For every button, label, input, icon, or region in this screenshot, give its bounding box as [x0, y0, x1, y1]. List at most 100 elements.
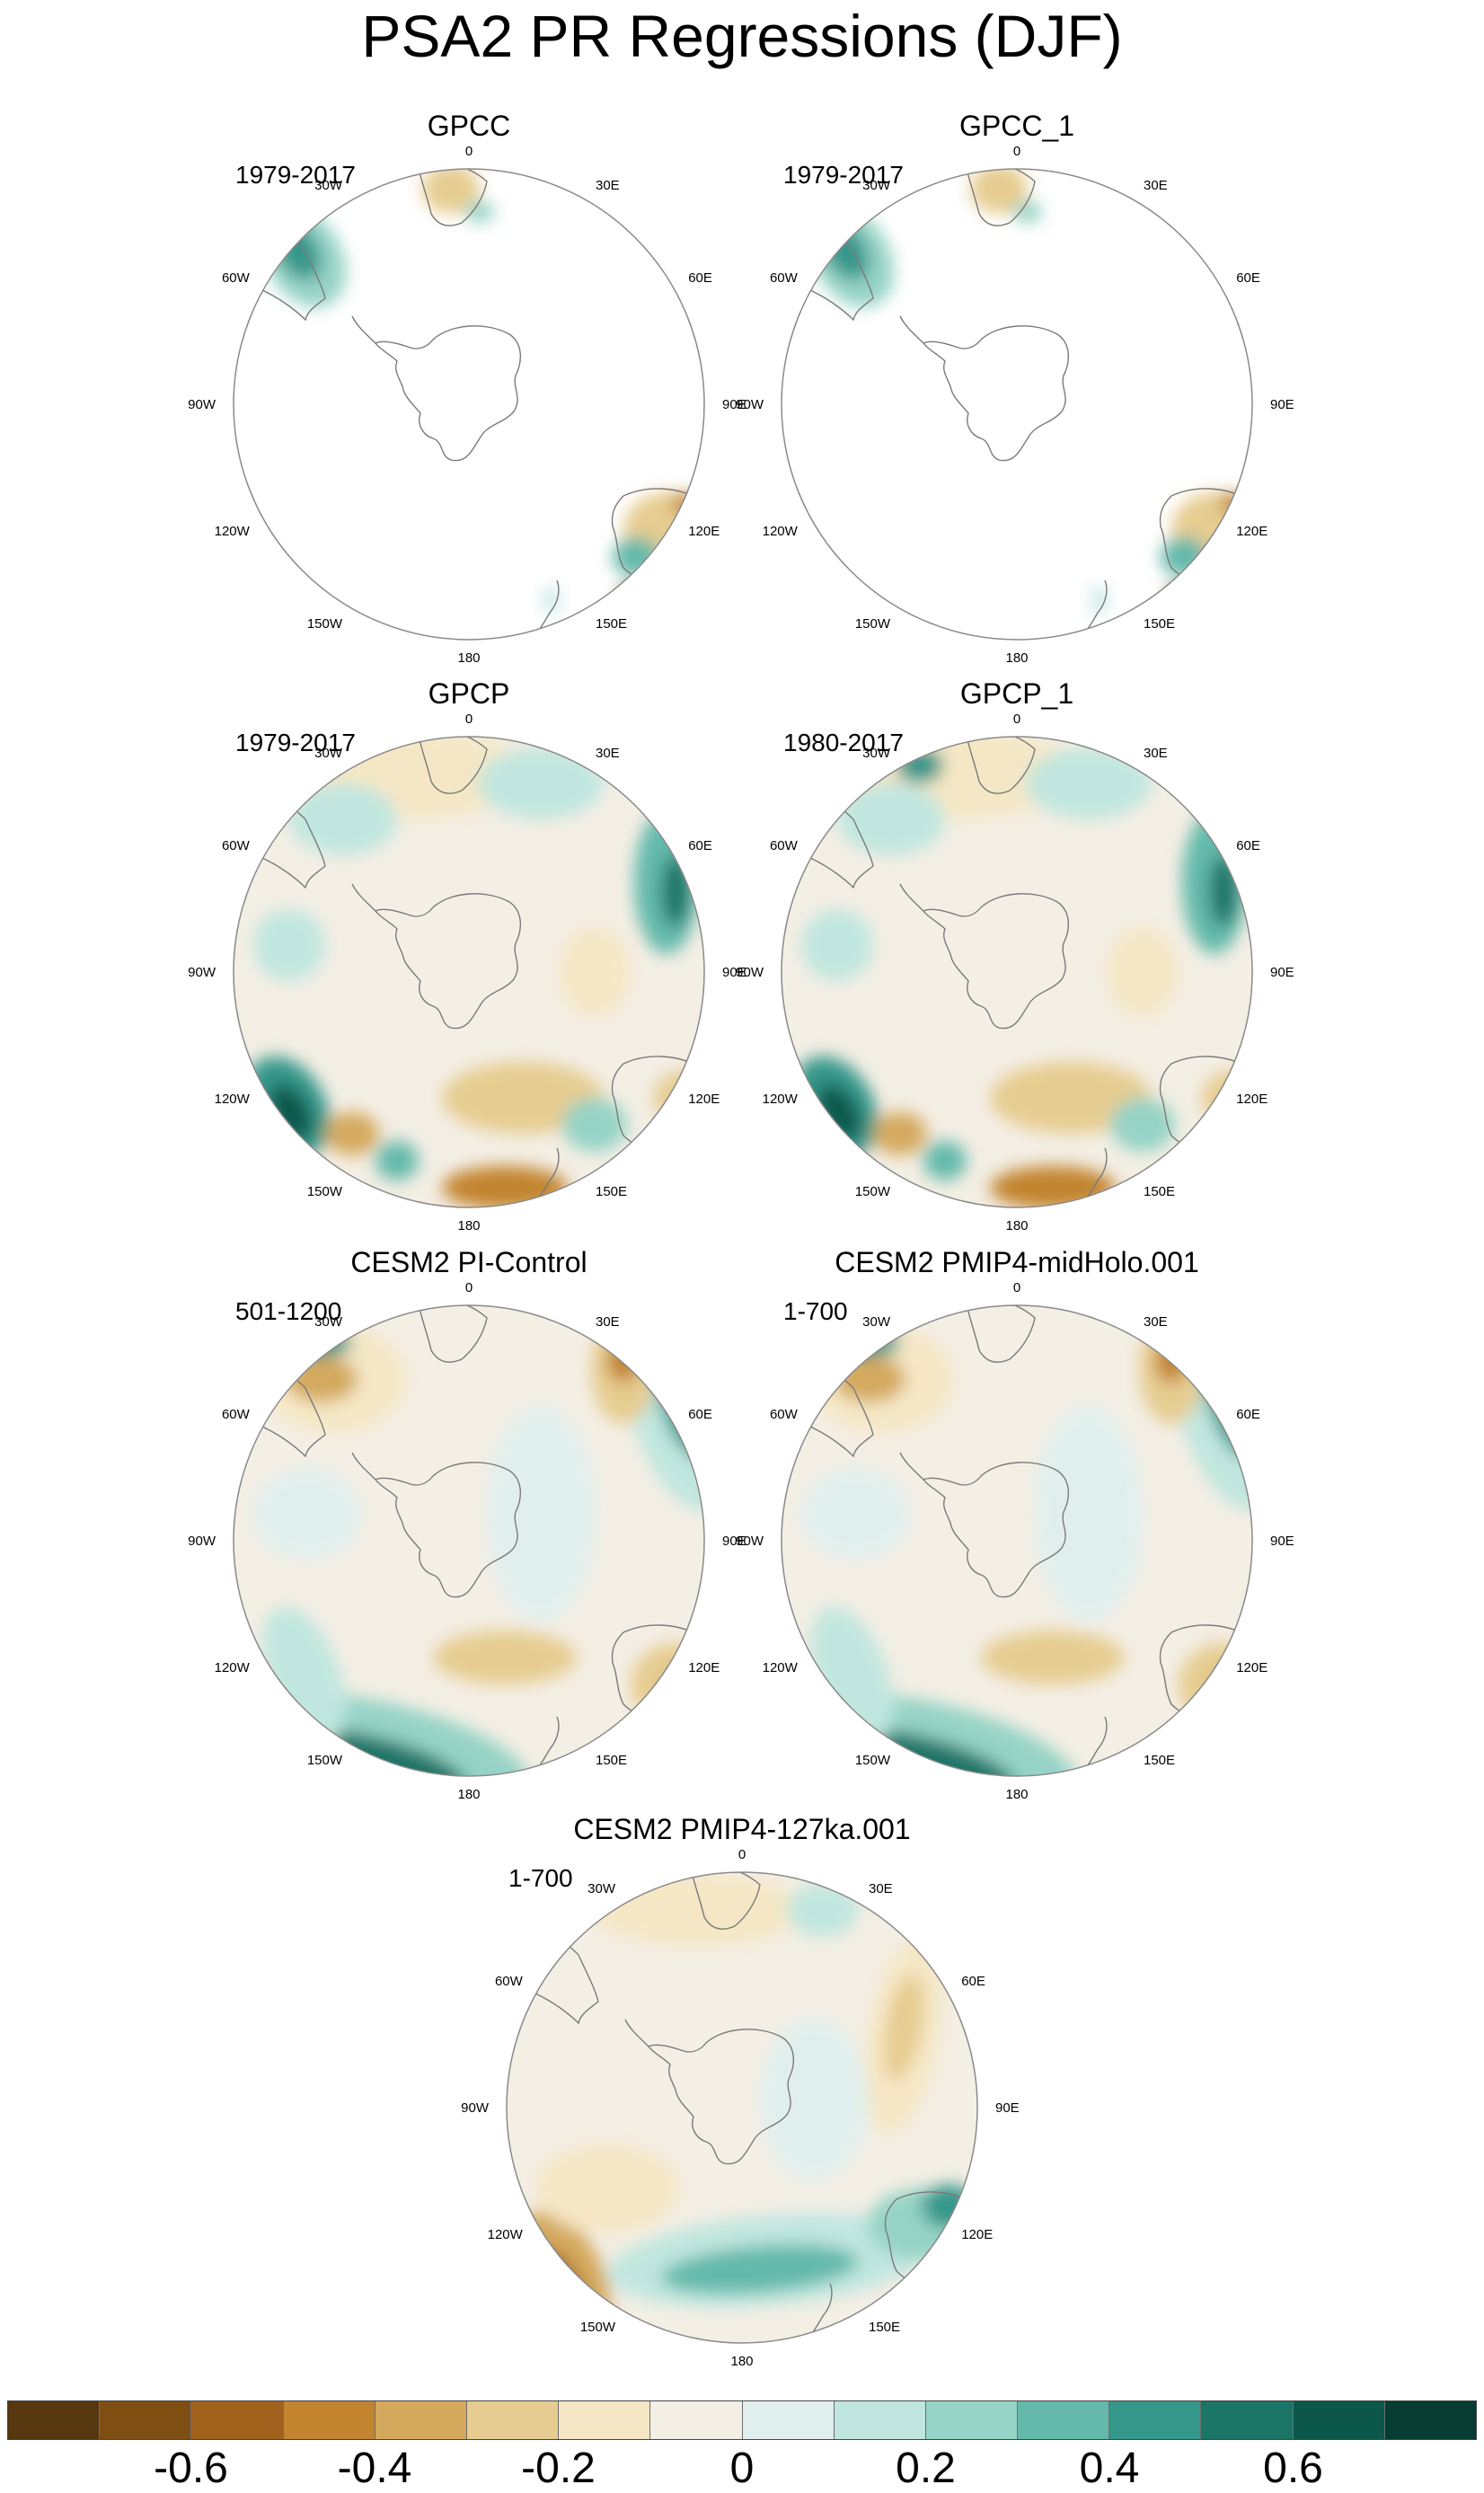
longitude-label: 30E — [1144, 746, 1168, 761]
longitude-label: 120W — [488, 2227, 524, 2242]
longitude-label: 90W — [736, 965, 764, 980]
map-panel: CESM2 PMIP4-127ka.001 1-700 0 30E 60E 90E 120E… — [401, 1811, 1083, 2386]
longitude-label: 60E — [961, 1974, 985, 1989]
longitude-label: 180 — [457, 1218, 480, 1233]
longitude-label: 0 — [738, 1847, 746, 1862]
longitude-label: 150E — [1144, 616, 1175, 632]
longitude-label: 120W — [763, 1660, 799, 1675]
longitude-label: 30E — [596, 746, 620, 761]
longitude-label: 60E — [1236, 270, 1260, 286]
panel-period: 1979-2017 — [235, 161, 356, 189]
colorbar-box — [1384, 2401, 1476, 2439]
panel-period: 1-700 — [783, 1297, 848, 1325]
longitude-label: 30E — [596, 178, 620, 193]
longitude-label: 150W — [580, 2320, 616, 2335]
colorbar-tick-label: 0.2 — [896, 2444, 956, 2492]
map-border — [233, 736, 705, 1208]
colorbar-box — [191, 2401, 284, 2439]
longitude-label: 30W — [314, 178, 343, 193]
polar-map: 0 30E 60E 90E 120E 150E 180 150W 120W 90W 60W 30W — [188, 712, 746, 1233]
colorbar-box — [742, 2401, 835, 2439]
longitude-label: 150W — [855, 1184, 891, 1199]
longitude-label: 180 — [1005, 650, 1028, 666]
colorbar-box — [466, 2401, 560, 2439]
polar-map: 0 30E 60E 90E 120E 150E 180 150W 120W 90W 60W 30W — [736, 144, 1294, 666]
longitude-label: 90E — [1270, 965, 1294, 980]
panel-period: 501-1200 — [235, 1297, 342, 1325]
colorbar-tick-label: -0.4 — [337, 2444, 412, 2492]
longitude-label: 30E — [869, 1881, 893, 1896]
panel-period: 1980-2017 — [783, 729, 904, 756]
map-border — [781, 1304, 1253, 1777]
longitude-label: 0 — [1013, 712, 1020, 727]
longitude-label: 60E — [688, 838, 712, 853]
longitude-label: 120W — [763, 1092, 799, 1107]
longitude-label: 0 — [1013, 1280, 1020, 1295]
colorbar-box — [1201, 2401, 1294, 2439]
longitude-label: 30W — [587, 1881, 616, 1896]
longitude-label: 0 — [465, 144, 473, 159]
panel-period: 1979-2017 — [783, 161, 904, 189]
colorbar-box — [650, 2401, 743, 2439]
panel-title: GPCP — [428, 677, 510, 710]
longitude-label: 60E — [688, 270, 712, 286]
longitude-label: 120W — [215, 1092, 251, 1107]
colorbar-box — [375, 2401, 467, 2439]
longitude-label: 150E — [869, 2320, 900, 2335]
colorbar-box — [1293, 2401, 1385, 2439]
polar-map: 0 30E 60E 90E 120E 150E 180 150W 120W 90W 60W 30W — [736, 1280, 1294, 1802]
longitude-label: 30W — [862, 178, 891, 193]
colorbar-tick-label: 0 — [729, 2444, 755, 2492]
longitude-label: 120E — [1236, 1092, 1268, 1107]
longitude-label: 30W — [862, 1314, 891, 1330]
panel-period: 1979-2017 — [235, 729, 356, 756]
colorbar-box — [1018, 2401, 1110, 2439]
longitude-label: 90E — [1270, 1534, 1294, 1549]
longitude-label: 120W — [215, 1660, 251, 1675]
panel-title: GPCC — [427, 110, 511, 142]
longitude-label: 90W — [188, 965, 216, 980]
longitude-label: 90W — [461, 2100, 490, 2116]
polar-map: 0 30E 60E 90E 120E 150E 180 150W 120W 90W 60W 30W — [736, 712, 1294, 1233]
colorbar-box — [100, 2401, 192, 2439]
longitude-label: 150W — [855, 1753, 891, 1768]
longitude-label: 120E — [688, 524, 720, 539]
polar-map: 0 30E 60E 90E 120E 150E 180 150W 120W 90W 60W 30W — [188, 1280, 746, 1802]
longitude-label: 180 — [1005, 1787, 1028, 1802]
panel-period: 1-700 — [508, 1864, 573, 1892]
map-disc — [234, 169, 704, 640]
panel-title: CESM2 PI-Control — [350, 1246, 587, 1278]
colorbar-tick-label: -0.2 — [521, 2444, 596, 2492]
longitude-label: 30W — [862, 746, 891, 761]
longitude-label: 120W — [763, 524, 799, 539]
longitude-label: 180 — [730, 2354, 753, 2369]
longitude-label: 30E — [596, 1314, 620, 1330]
longitude-label: 60W — [770, 1407, 799, 1422]
longitude-label: 90E — [995, 2100, 1020, 2116]
panel-title: CESM2 PMIP4-midHolo.001 — [835, 1246, 1199, 1278]
longitude-label: 0 — [1013, 144, 1020, 159]
longitude-label: 120W — [215, 524, 251, 539]
longitude-label: 60W — [770, 270, 799, 286]
longitude-label: 60W — [770, 838, 799, 853]
longitude-label: 60W — [495, 1974, 524, 1989]
longitude-label: 90E — [722, 1534, 746, 1549]
longitude-label: 90W — [188, 1534, 216, 1549]
longitude-label: 150E — [596, 1753, 627, 1768]
longitude-label: 120E — [961, 2227, 993, 2242]
longitude-label: 150E — [596, 1184, 627, 1199]
longitude-label: 150E — [1144, 1753, 1175, 1768]
map-border — [506, 1871, 978, 2344]
colorbar-tick-label: 0.4 — [1079, 2444, 1140, 2492]
map-panel: GPCC 1979-2017 0 30E 60E 90E 120E 150E 180 150W 12… — [128, 108, 810, 683]
map-border — [781, 168, 1253, 641]
longitude-label: 180 — [1005, 1218, 1028, 1233]
colorbar-box — [925, 2401, 1019, 2439]
longitude-label: 150W — [307, 1753, 343, 1768]
panel-title: GPCC_1 — [958, 110, 1075, 142]
longitude-label: 0 — [465, 712, 473, 727]
longitude-label: 30W — [314, 746, 343, 761]
longitude-label: 90E — [722, 397, 746, 412]
map-border — [233, 168, 705, 641]
longitude-label: 150W — [307, 616, 343, 632]
